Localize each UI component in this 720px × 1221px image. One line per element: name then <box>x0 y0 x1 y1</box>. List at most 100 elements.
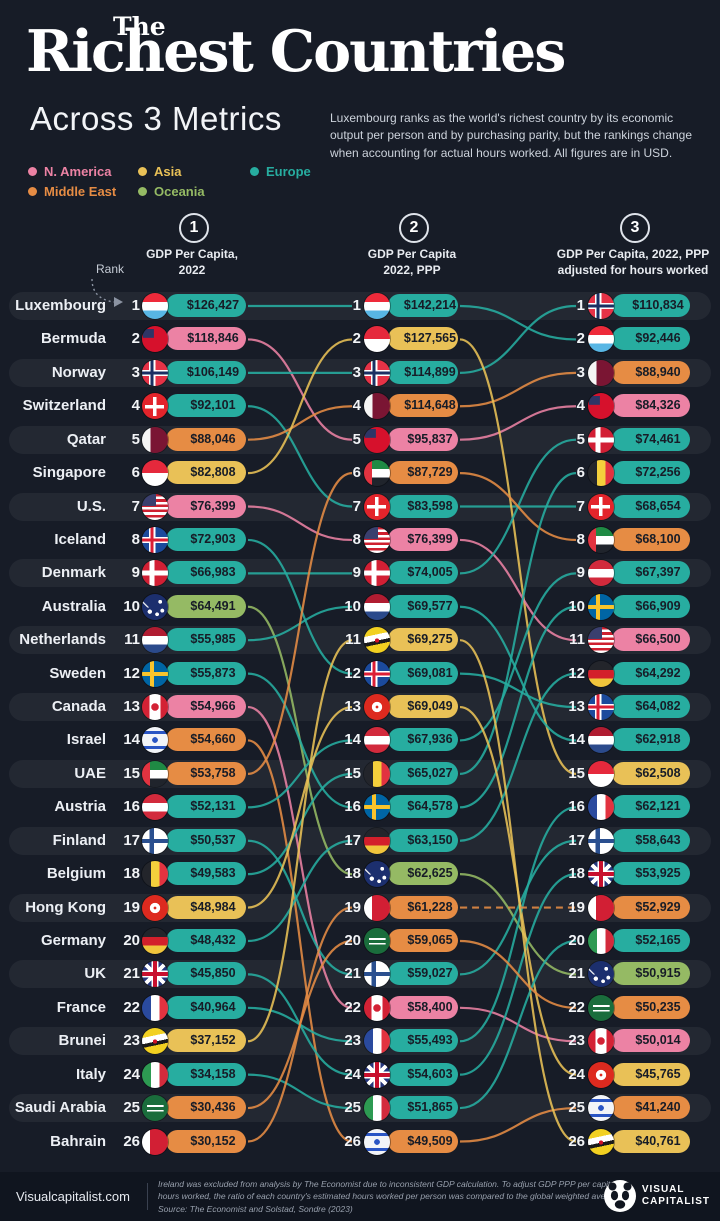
column-1-number-badge: 1 <box>179 213 209 243</box>
legend-dot-icon <box>250 167 259 176</box>
column-2-number-badge: 2 <box>399 213 429 243</box>
rank-number: 20 <box>344 931 361 949</box>
value-pill: $76,399 <box>166 494 246 518</box>
country-label-saudi-arabia: Saudi Arabia <box>14 1099 106 1117</box>
value-pill: $53,758 <box>166 761 246 785</box>
value-pill: $62,121 <box>612 795 690 819</box>
rank-number: 9 <box>131 564 140 582</box>
flag-canada-icon <box>142 694 168 721</box>
flag-israel-icon <box>364 1128 390 1155</box>
bump-line-austria <box>459 572 577 742</box>
rank-number: 15 <box>344 764 361 782</box>
country-label-finland: Finland <box>52 831 106 849</box>
bump-line-canada <box>247 705 353 1009</box>
value-pill: $34,158 <box>166 1062 246 1086</box>
flag-brunei-icon <box>364 627 390 654</box>
flag-u-s--icon <box>142 493 168 520</box>
value-pill: $64,578 <box>388 795 458 819</box>
bump-line-u-s- <box>247 505 353 542</box>
rank-number: 18 <box>344 865 361 883</box>
value-pill: $30,436 <box>166 1096 246 1120</box>
flag-singapore-icon <box>142 460 168 487</box>
rank-number: 15 <box>568 764 585 782</box>
value-pill: $68,654 <box>612 494 690 518</box>
bump-line-belgium <box>459 472 577 775</box>
rank-number: 16 <box>123 798 140 816</box>
rank-number: 20 <box>123 931 140 949</box>
bump-line-sweden <box>247 672 353 809</box>
site-link[interactable]: Visualcapitalist.com <box>16 1189 130 1204</box>
page-title: Richest Countries <box>26 18 566 85</box>
value-pill: $50,014 <box>612 1029 690 1053</box>
rank-number: 2 <box>131 330 140 348</box>
value-pill: $65,027 <box>388 761 458 785</box>
value-pill: $69,049 <box>388 695 458 719</box>
rank-number: 1 <box>576 297 585 314</box>
value-pill: $92,446 <box>612 327 690 351</box>
bump-line-iceland <box>459 672 577 709</box>
bump-line-austria <box>247 739 353 809</box>
value-pill: $62,918 <box>612 728 690 752</box>
value-pill: $64,082 <box>612 695 690 719</box>
country-label-belgium: Belgium <box>46 865 106 883</box>
value-pill: $72,903 <box>166 527 246 551</box>
bump-line-brunei <box>459 639 577 1143</box>
flag-saudi-arabia-icon <box>142 1095 168 1122</box>
value-pill: $55,493 <box>388 1029 458 1053</box>
flag-switzerland-icon <box>588 493 614 520</box>
flag-italy-icon <box>364 1095 390 1122</box>
flag-saudi-arabia-icon <box>364 927 390 954</box>
value-pill: $74,461 <box>612 427 690 451</box>
value-pill: $54,603 <box>388 1062 458 1086</box>
value-pill: $52,165 <box>612 928 690 952</box>
rank-number: 18 <box>123 865 140 883</box>
value-pill: $45,765 <box>612 1062 690 1086</box>
rank-number: 6 <box>131 464 140 482</box>
bump-line-italy <box>247 1073 353 1110</box>
value-pill: $49,583 <box>166 862 246 886</box>
legend-item-europe: Europe <box>250 164 372 179</box>
value-pill: $64,491 <box>166 594 246 618</box>
flag-denmark-icon <box>364 560 390 587</box>
rank-number: 3 <box>131 363 140 381</box>
rank-number: 3 <box>576 363 585 381</box>
value-pill: $69,577 <box>388 594 458 618</box>
rank-number: 17 <box>123 831 140 849</box>
flag-belgium-icon <box>364 760 390 787</box>
bump-line-israel <box>459 1106 577 1143</box>
rank-number: 6 <box>352 464 361 482</box>
rank-number: 14 <box>344 731 361 749</box>
value-pill: $88,046 <box>166 427 246 451</box>
rank-number: 12 <box>344 664 361 682</box>
rank-number: 26 <box>123 1132 140 1150</box>
legend-label: Middle East <box>44 184 117 199</box>
flag-france-icon <box>142 994 168 1021</box>
value-pill: $92,101 <box>166 394 246 418</box>
rank-number: 10 <box>568 597 585 615</box>
rank-number: 11 <box>124 631 140 649</box>
value-pill: $67,936 <box>388 728 458 752</box>
country-label-bermuda: Bermuda <box>40 330 106 348</box>
flag-hong-kong-icon <box>588 1061 614 1088</box>
flag-finland-icon <box>588 827 614 854</box>
rank-number: 11 <box>345 631 361 649</box>
rank-number: 25 <box>123 1099 140 1117</box>
bump-line-uae <box>247 472 353 775</box>
rank-number: 15 <box>123 764 140 782</box>
rank-number: 10 <box>344 597 361 615</box>
value-pill: $45,850 <box>166 962 246 986</box>
rank-number: 23 <box>123 1032 140 1050</box>
country-label-luxembourg: Luxembourg <box>15 297 106 314</box>
value-pill: $74,005 <box>388 561 458 585</box>
rank-number: 9 <box>352 564 361 582</box>
flag-bahrain-icon <box>364 894 390 921</box>
bump-line-hong-kong <box>247 705 353 909</box>
rank-number: 24 <box>123 1065 140 1083</box>
column-1-header: GDP Per Capita, 2022 <box>146 247 238 278</box>
footer-bar: Visualcapitalist.com Ireland was exclude… <box>0 1172 720 1221</box>
rank-number: 7 <box>352 497 361 515</box>
flag-uk-icon <box>588 861 614 888</box>
value-pill: $126,427 <box>166 294 246 317</box>
rank-number: 14 <box>123 731 140 749</box>
flag-bermuda-icon <box>142 326 168 353</box>
